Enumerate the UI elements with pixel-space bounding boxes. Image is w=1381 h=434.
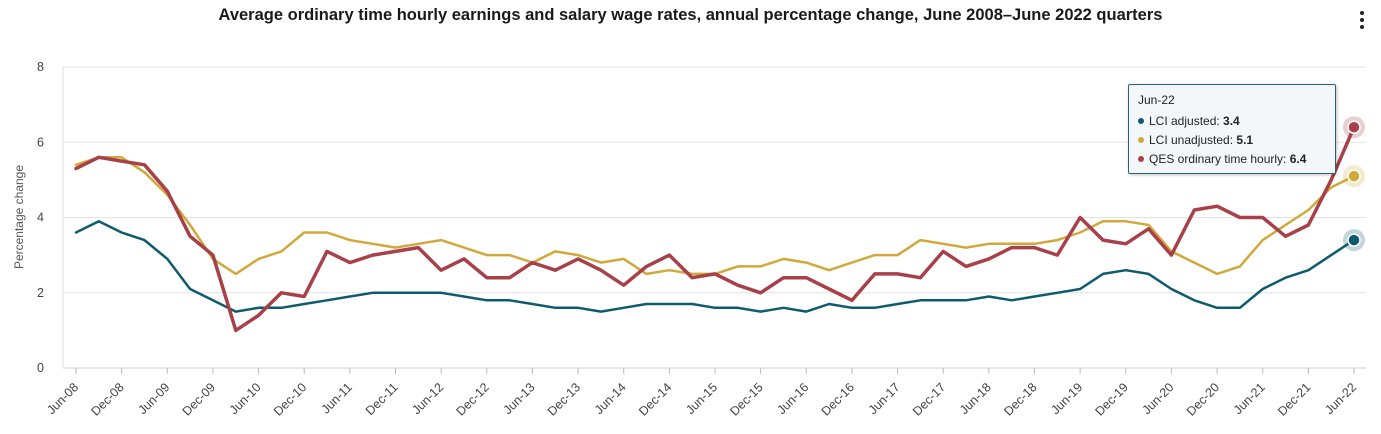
x-tick-label: Dec-11 bbox=[363, 380, 401, 418]
more-vertical-icon[interactable] bbox=[1354, 8, 1370, 32]
tooltip-header: Jun-22 bbox=[1138, 93, 1175, 107]
x-tick-label: Jun-16 bbox=[774, 380, 811, 417]
tooltip-label: LCI unadjusted: bbox=[1149, 133, 1237, 147]
x-tick-label: Jun-19 bbox=[1048, 380, 1085, 417]
tooltip-value: 6.4 bbox=[1289, 152, 1307, 166]
x-tick-label: Jun-18 bbox=[957, 380, 994, 417]
hover-point-lci-unadjusted bbox=[1347, 169, 1361, 183]
tooltip-row-lci-adjusted: LCI adjusted: 3.4 bbox=[1138, 114, 1240, 128]
series-line-lci-unadjusted bbox=[74, 156, 1356, 276]
tooltip-label: LCI adjusted: bbox=[1149, 114, 1224, 128]
chart-tooltip: Jun-22 LCI adjusted: 3.4 LCI unadjusted:… bbox=[1128, 84, 1336, 174]
y-tick-label: 6 bbox=[37, 135, 44, 149]
x-tick-label: Jun-12 bbox=[409, 380, 446, 417]
x-tick-label: Dec-13 bbox=[545, 380, 583, 418]
x-tick-label: Dec-17 bbox=[910, 380, 948, 418]
hover-markers bbox=[1343, 116, 1365, 252]
tooltip-value: 3.4 bbox=[1223, 114, 1240, 128]
tooltip-label: QES ordinary time hourly: bbox=[1149, 152, 1290, 166]
hover-point-qes-ordinary-time-hourly bbox=[1347, 120, 1361, 134]
tooltip-value: 5.1 bbox=[1236, 133, 1254, 147]
y-tick-label: 8 bbox=[37, 60, 44, 74]
x-tick-label: Dec-12 bbox=[454, 380, 492, 418]
series-dot-icon bbox=[1138, 155, 1144, 162]
series-dot-icon bbox=[1138, 136, 1144, 143]
x-tick-label: Dec-09 bbox=[180, 380, 218, 418]
x-tick-label: Dec-10 bbox=[271, 380, 309, 418]
x-tick-label: Dec-14 bbox=[636, 380, 674, 418]
y-axis-title: Percentage change bbox=[12, 165, 26, 269]
x-tick-label: Jun-21 bbox=[1231, 380, 1268, 417]
x-tick-label: Jun-20 bbox=[1140, 380, 1177, 417]
x-tick-label: Dec-08 bbox=[88, 380, 126, 418]
chart-title: Average ordinary time hourly earnings an… bbox=[218, 6, 1163, 24]
x-tick-label: Dec-21 bbox=[1275, 380, 1313, 418]
x-tick-label: Jun-13 bbox=[501, 380, 538, 417]
y-axis-ticks: 0 2 4 6 8 bbox=[37, 60, 44, 375]
x-tick-label: Jun-08 bbox=[44, 380, 81, 417]
x-tick-label: Jun-17 bbox=[866, 380, 903, 417]
x-tick-label: Jun-11 bbox=[319, 380, 355, 416]
y-tick-label: 4 bbox=[37, 211, 44, 225]
tooltip-row-qes: QES ordinary time hourly: 6.4 bbox=[1138, 152, 1306, 166]
series-dot-icon bbox=[1138, 117, 1144, 124]
series-lines bbox=[74, 125, 1356, 333]
x-tick-label: Jun-22 bbox=[1322, 380, 1359, 417]
y-tick-label: 0 bbox=[37, 361, 44, 375]
x-tick-label: Jun-14 bbox=[592, 380, 629, 417]
x-tick-label: Jun-10 bbox=[227, 380, 264, 417]
hover-point-lci-adjusted bbox=[1347, 233, 1361, 247]
x-tick-label: Jun-15 bbox=[683, 380, 720, 417]
y-tick-label: 2 bbox=[37, 286, 44, 300]
x-tick-label: Dec-15 bbox=[727, 380, 765, 418]
tooltip-row-lci-unadjusted: LCI unadjusted: 5.1 bbox=[1138, 133, 1253, 147]
x-tick-label: Dec-19 bbox=[1093, 380, 1131, 418]
x-tick-label: Jun-09 bbox=[135, 380, 172, 417]
x-tick-label: Dec-16 bbox=[819, 380, 857, 418]
x-tick-label: Dec-20 bbox=[1184, 380, 1222, 418]
series-line-lci-adjusted bbox=[74, 220, 1356, 313]
series-line-qes-ordinary-time-hourly bbox=[74, 125, 1356, 333]
x-axis-ticks: Jun-08 Dec-08 Jun-09 Dec-09 Jun-10 Dec-10 Jun-… bbox=[44, 368, 1359, 419]
x-tick-label: Dec-18 bbox=[1001, 380, 1039, 418]
